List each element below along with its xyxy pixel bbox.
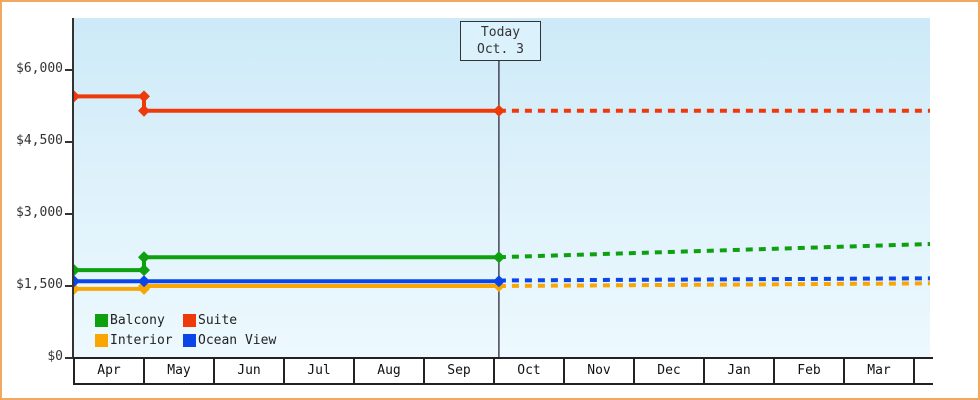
month-cell: Oct [493, 359, 563, 383]
legend-label-suite: Suite [198, 312, 238, 328]
month-cell-clipped [913, 359, 933, 383]
today-annotation-box: Today Oct. 3 [460, 21, 541, 61]
legend-label-balcony: Balcony [110, 312, 165, 328]
series-marker-ocean-view [492, 275, 505, 288]
y-tick-label: $6,000 [16, 61, 63, 76]
plot-area [74, 18, 930, 357]
today-label: Today [480, 25, 521, 40]
month-cell: Aug [353, 359, 423, 383]
series-projection-balcony [498, 242, 930, 260]
series-marker-interior [74, 282, 80, 295]
y-tick [65, 357, 73, 359]
today-date: Oct. 3 [477, 42, 524, 57]
legend-swatch-suite [183, 313, 196, 327]
plot-svg [74, 60, 930, 357]
series-projection-interior [498, 281, 930, 288]
y-tick-label: $4,500 [16, 133, 63, 148]
month-cell: Jun [213, 359, 283, 383]
y-tick-label: $3,000 [16, 205, 63, 220]
series-marker-suite [492, 104, 505, 117]
legend-label-ocean-view: Ocean View [198, 332, 277, 348]
y-tick-label: $0 [47, 349, 63, 364]
legend-swatch-ocean-view [183, 333, 196, 347]
month-cell: Sep [423, 359, 493, 383]
series-line-interior [74, 284, 499, 291]
series-marker-ocean-view [74, 275, 80, 288]
legend-label-interior: Interior [110, 332, 173, 348]
month-cell: Jul [283, 359, 353, 383]
legend-swatch-balcony [95, 313, 108, 327]
month-cell: Nov [563, 359, 633, 383]
month-cell: Dec [633, 359, 703, 383]
y-tick [65, 213, 73, 215]
y-axis-line [72, 18, 74, 357]
legend-item-ocean-view: Ocean View [183, 330, 276, 350]
month-cell: Apr [73, 359, 143, 383]
month-cell: Jan [703, 359, 773, 383]
legend: Balcony Suite Interior Ocean View [95, 310, 276, 350]
series-line-suite [74, 94, 499, 113]
series-marker-ocean-view [138, 275, 150, 288]
y-tick [65, 141, 73, 143]
y-tick-label: $1,500 [16, 277, 63, 292]
series-marker-suite [138, 90, 150, 103]
y-tick [65, 69, 73, 71]
series-projection-ocean-view [498, 276, 930, 283]
month-cell: Mar [843, 359, 913, 383]
y-tick [65, 285, 73, 287]
month-cell: Feb [773, 359, 843, 383]
legend-item-interior: Interior [95, 330, 183, 350]
series-marker-balcony [492, 251, 505, 264]
series-marker-suite [138, 104, 150, 117]
legend-item-balcony: Balcony [95, 310, 183, 330]
series-marker-balcony [74, 264, 80, 277]
series-marker-balcony [138, 251, 150, 264]
month-axis: Apr May Jun Jul Aug Sep Oct Nov Dec Jan Feb Mar [73, 357, 933, 385]
series-line-balcony [74, 255, 499, 273]
legend-swatch-interior [95, 333, 108, 347]
legend-item-suite: Suite [183, 310, 276, 330]
month-cell: May [143, 359, 213, 383]
series-marker-suite [74, 90, 80, 103]
series-marker-balcony [138, 264, 150, 277]
